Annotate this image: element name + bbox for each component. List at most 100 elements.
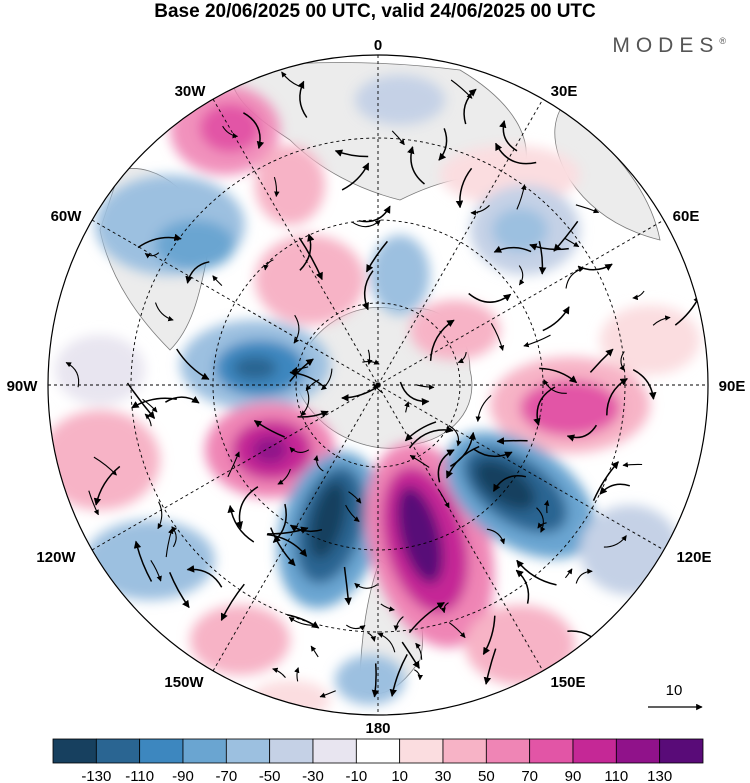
- anomaly-blob: [465, 605, 575, 685]
- colorbar-tick-label: -130: [81, 768, 111, 783]
- streamline-arrow: [529, 243, 569, 251]
- anomaly-blob: [85, 520, 215, 600]
- streamline-arrow: [565, 266, 585, 289]
- colorbar-swatch: [269, 738, 314, 764]
- lon-label-90e: 90E: [719, 378, 746, 395]
- streamline-arrow: [235, 486, 259, 530]
- colorbar-swatch: [182, 738, 227, 764]
- streamline-arrow: [157, 501, 163, 530]
- streamline-arrow: [389, 654, 408, 697]
- streamline-arrow: [365, 240, 388, 273]
- streamline-arrow: [429, 319, 455, 361]
- lon-label-60e: 60E: [673, 208, 700, 225]
- streamline-arrow: [277, 468, 291, 485]
- lon-label-120e: 120E: [676, 549, 711, 566]
- streamline-arrow: [606, 377, 628, 416]
- anomaly-blob: [396, 486, 444, 584]
- streamline-arrow: [475, 394, 492, 422]
- anomaly-blob: [335, 655, 405, 705]
- streamline-arrow: [632, 290, 645, 301]
- streamline-arrow: [372, 383, 384, 394]
- streamline-arrow: [408, 601, 445, 634]
- streamline-arrow: [470, 204, 490, 216]
- colorbar-swatch: [399, 738, 444, 764]
- streamline-arrow: [299, 233, 315, 271]
- lon-label-120w: 120W: [36, 549, 76, 566]
- colorbar-tick-label: 10: [391, 768, 408, 783]
- brand-mark: ®: [719, 36, 726, 46]
- streamline-arrow: [227, 451, 240, 478]
- streamline-arrow: [243, 112, 265, 150]
- streamline-arrow: [448, 622, 466, 639]
- streamline-arrow: [354, 582, 378, 589]
- streamline-arrow: [367, 632, 376, 642]
- streamline-arrow: [227, 505, 255, 543]
- streamline-arrow: [289, 369, 325, 388]
- streamline-arrow: [599, 483, 631, 495]
- streamline-arrow: [404, 401, 410, 413]
- pole-marker: [375, 382, 381, 388]
- streamline-arrow: [564, 568, 573, 579]
- map-boundary: [47, 54, 709, 716]
- streamline-arrow: [341, 162, 370, 191]
- streamline-arrow: [93, 465, 121, 506]
- colorbar-swatch: [312, 738, 357, 764]
- streamline-arrow: [165, 528, 174, 558]
- streamline-arrow: [186, 565, 223, 588]
- streamline-arrow: [589, 348, 614, 373]
- colorbar-swatch: [225, 738, 271, 764]
- lon-label-150w: 150W: [164, 674, 204, 691]
- vector-reference: 10: [648, 682, 703, 711]
- streamline-arrow: [272, 667, 286, 678]
- colorbar-tick-label: 110: [604, 768, 628, 783]
- streamline-arrow: [270, 527, 296, 567]
- streamline-arrow: [176, 348, 210, 380]
- streamline-arrow: [537, 522, 547, 529]
- streamline-arrow: [212, 275, 223, 287]
- streamline-arrow: [220, 583, 245, 621]
- lon-label-150e: 150E: [550, 674, 585, 691]
- streamline-arrow: [319, 690, 336, 698]
- streamline-arrow: [65, 362, 80, 388]
- anomaly-blob: [200, 104, 260, 152]
- streamline-arrow: [345, 624, 366, 631]
- streamline-arrow: [603, 535, 627, 548]
- streamline-arrow: [267, 526, 309, 535]
- colorbar-tick-label: 70: [521, 768, 538, 783]
- longitude-labels: 0 30E 60E 90E 120E 150E 180 150W 120W 90…: [7, 37, 746, 737]
- streamline-arrow: [538, 241, 547, 275]
- streamline-arrow: [137, 233, 182, 249]
- brand-name: MODES: [612, 34, 720, 57]
- colorbar-tick-label: -30: [302, 768, 324, 783]
- streamline-arrow: [289, 524, 323, 533]
- lon-label-90w: 90W: [7, 378, 39, 395]
- streamline-arrow: [566, 424, 598, 442]
- streamline-arrow: [437, 449, 455, 483]
- streamline-arrow: [449, 425, 462, 447]
- streamline-arrow: [362, 359, 380, 365]
- streamline-arrow: [575, 204, 600, 214]
- colorbar-swatch: [355, 738, 401, 764]
- streamline-arrow: [253, 419, 285, 438]
- streamline-arrow: [294, 667, 300, 682]
- anomaly-blob: [474, 460, 536, 510]
- streamline-arrow: [88, 490, 99, 516]
- streamline-arrow: [93, 456, 117, 476]
- anomaly-blob: [492, 208, 548, 252]
- streamline-arrow: [144, 252, 160, 259]
- streamline-arrow: [399, 381, 430, 406]
- anomaly-blob: [55, 335, 145, 405]
- streamline-arrow: [320, 368, 333, 391]
- streamline-arrow: [622, 462, 643, 468]
- streamline-arrow: [297, 410, 329, 418]
- streamline-arrow: [492, 475, 527, 492]
- streamline-arrow: [343, 566, 352, 606]
- streamline-arrow: [133, 540, 153, 582]
- lon-label-60w: 60W: [51, 208, 83, 225]
- colorbar-tick-label: 50: [478, 768, 495, 783]
- anomaly-blob: [255, 145, 325, 225]
- streamline-arrow: [523, 334, 551, 348]
- streamline-arrow: [407, 146, 425, 185]
- anomaly-blob: [600, 305, 700, 375]
